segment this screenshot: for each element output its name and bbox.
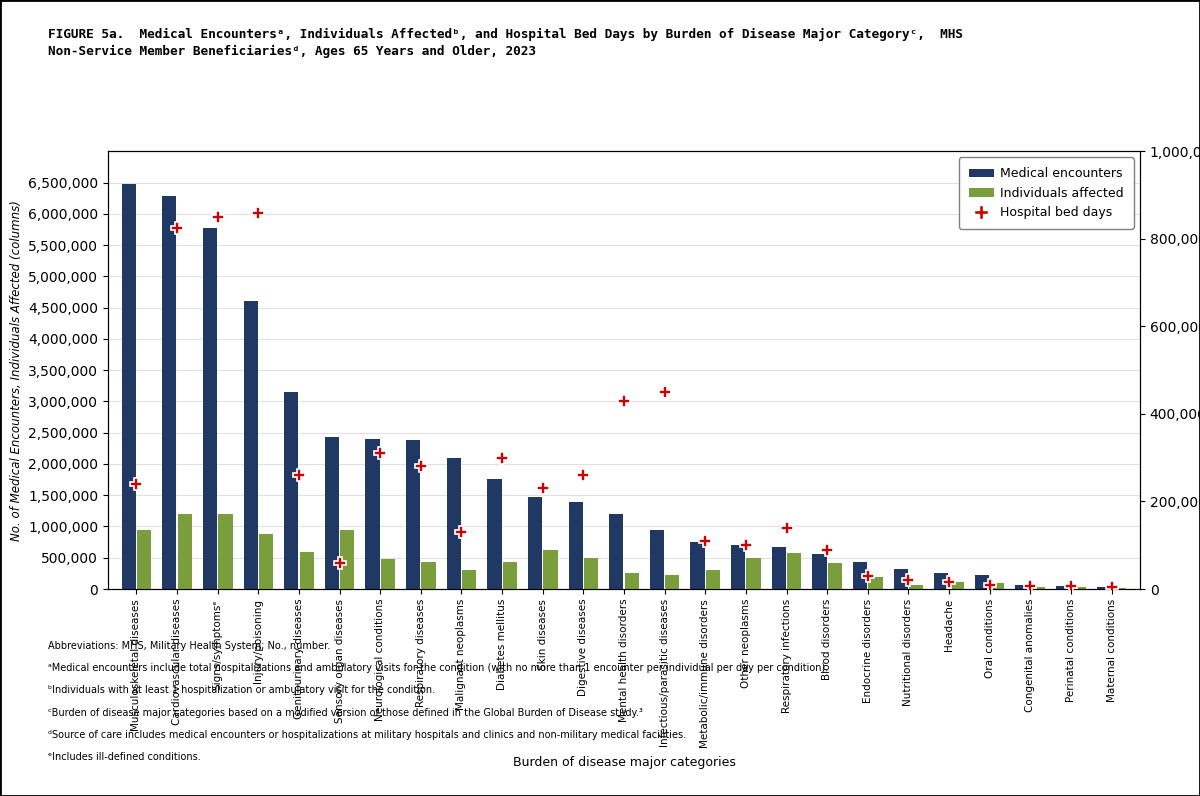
Text: ᵉIncludes ill-defined conditions.: ᵉIncludes ill-defined conditions. bbox=[48, 752, 200, 763]
Bar bbox=[650, 529, 664, 589]
Bar bbox=[325, 437, 338, 589]
Bar bbox=[935, 573, 948, 589]
Bar bbox=[446, 458, 461, 589]
Bar bbox=[990, 583, 1004, 589]
Bar bbox=[544, 550, 558, 589]
Bar bbox=[828, 563, 842, 589]
Hospital bed days bbox=[1104, 582, 1118, 591]
Hospital bed days bbox=[658, 388, 672, 397]
Bar bbox=[1112, 587, 1127, 589]
Bar bbox=[178, 514, 192, 589]
Bar bbox=[365, 439, 379, 589]
Text: ᵇIndividuals with at least 1 hospitalization or ambulatory visit for the conditi: ᵇIndividuals with at least 1 hospitaliza… bbox=[48, 685, 436, 696]
Text: ᶜBurden of disease major categories based on a modified version of those defined: ᶜBurden of disease major categories base… bbox=[48, 708, 643, 718]
Hospital bed days bbox=[860, 572, 875, 581]
Bar bbox=[487, 479, 502, 589]
Bar bbox=[162, 197, 176, 589]
Bar bbox=[949, 582, 964, 589]
Bar bbox=[706, 570, 720, 589]
Hospital bed days bbox=[332, 558, 347, 568]
Bar bbox=[259, 534, 274, 589]
Bar bbox=[772, 547, 786, 589]
Hospital bed days bbox=[292, 470, 306, 480]
Bar bbox=[869, 576, 883, 589]
Hospital bed days bbox=[983, 579, 997, 589]
Bar bbox=[462, 570, 476, 589]
Hospital bed days bbox=[698, 537, 713, 546]
Hospital bed days bbox=[1063, 581, 1078, 591]
Hospital bed days bbox=[170, 223, 185, 232]
Bar bbox=[853, 562, 868, 589]
Bar bbox=[121, 184, 136, 589]
Hospital bed days bbox=[820, 544, 834, 554]
Bar bbox=[812, 554, 827, 589]
Bar bbox=[690, 541, 704, 589]
Bar bbox=[1015, 585, 1030, 589]
Bar bbox=[731, 545, 745, 589]
Bar bbox=[284, 392, 299, 589]
Bar bbox=[910, 584, 923, 589]
Hospital bed days bbox=[942, 578, 956, 587]
Hospital bed days bbox=[779, 523, 793, 533]
Bar bbox=[1031, 587, 1045, 589]
Hospital bed days bbox=[455, 527, 469, 537]
Bar bbox=[665, 576, 679, 589]
Bar bbox=[244, 302, 258, 589]
Bar bbox=[503, 562, 517, 589]
Hospital bed days bbox=[210, 213, 224, 222]
Bar bbox=[894, 569, 908, 589]
Bar bbox=[300, 552, 313, 589]
Bar bbox=[974, 575, 989, 589]
Hospital bed days bbox=[494, 453, 509, 462]
Hospital bed days bbox=[739, 540, 754, 550]
Line: Hospital bed days: Hospital bed days bbox=[130, 206, 1118, 593]
Bar bbox=[746, 559, 761, 589]
Text: ᵈSource of care includes medical encounters or hospitalizations at military hosp: ᵈSource of care includes medical encount… bbox=[48, 730, 686, 740]
Bar bbox=[787, 553, 802, 589]
Legend: Medical encounters, Individuals affected, Hospital bed days: Medical encounters, Individuals affected… bbox=[959, 158, 1134, 229]
Hospital bed days bbox=[617, 396, 631, 406]
Bar bbox=[625, 573, 638, 589]
Hospital bed days bbox=[1024, 581, 1038, 591]
Hospital bed days bbox=[414, 462, 428, 471]
Bar bbox=[569, 502, 583, 589]
X-axis label: Burden of disease major categories: Burden of disease major categories bbox=[512, 756, 736, 769]
Bar bbox=[406, 440, 420, 589]
Bar bbox=[610, 514, 623, 589]
Hospital bed days bbox=[130, 479, 144, 489]
Text: ᵃMedical encounters include total hospitalizations and ambulatory visits for the: ᵃMedical encounters include total hospit… bbox=[48, 663, 828, 673]
Y-axis label: No. of Medical Encounters, Individuals Affected (columns): No. of Medical Encounters, Individuals A… bbox=[10, 200, 23, 540]
Bar bbox=[218, 514, 233, 589]
Hospital bed days bbox=[576, 470, 590, 480]
Hospital bed days bbox=[373, 449, 388, 458]
Bar bbox=[137, 529, 151, 589]
Bar bbox=[203, 228, 217, 589]
Bar bbox=[1097, 587, 1111, 589]
Text: FIGURE 5a.  Medical Encountersᵃ, Individuals Affectedᵇ, and Hospital Bed Days by: FIGURE 5a. Medical Encountersᵃ, Individu… bbox=[48, 28, 964, 58]
Bar bbox=[528, 497, 542, 589]
Bar bbox=[584, 559, 599, 589]
Bar bbox=[421, 561, 436, 589]
Bar bbox=[1072, 587, 1086, 589]
Bar bbox=[1056, 586, 1070, 589]
Text: Abbreviations: MHS, Military Health System; No., number.: Abbreviations: MHS, Military Health Syst… bbox=[48, 641, 330, 651]
Hospital bed days bbox=[535, 483, 550, 493]
Hospital bed days bbox=[251, 208, 265, 217]
Hospital bed days bbox=[901, 576, 916, 585]
Bar bbox=[380, 559, 395, 589]
Bar bbox=[341, 529, 354, 589]
